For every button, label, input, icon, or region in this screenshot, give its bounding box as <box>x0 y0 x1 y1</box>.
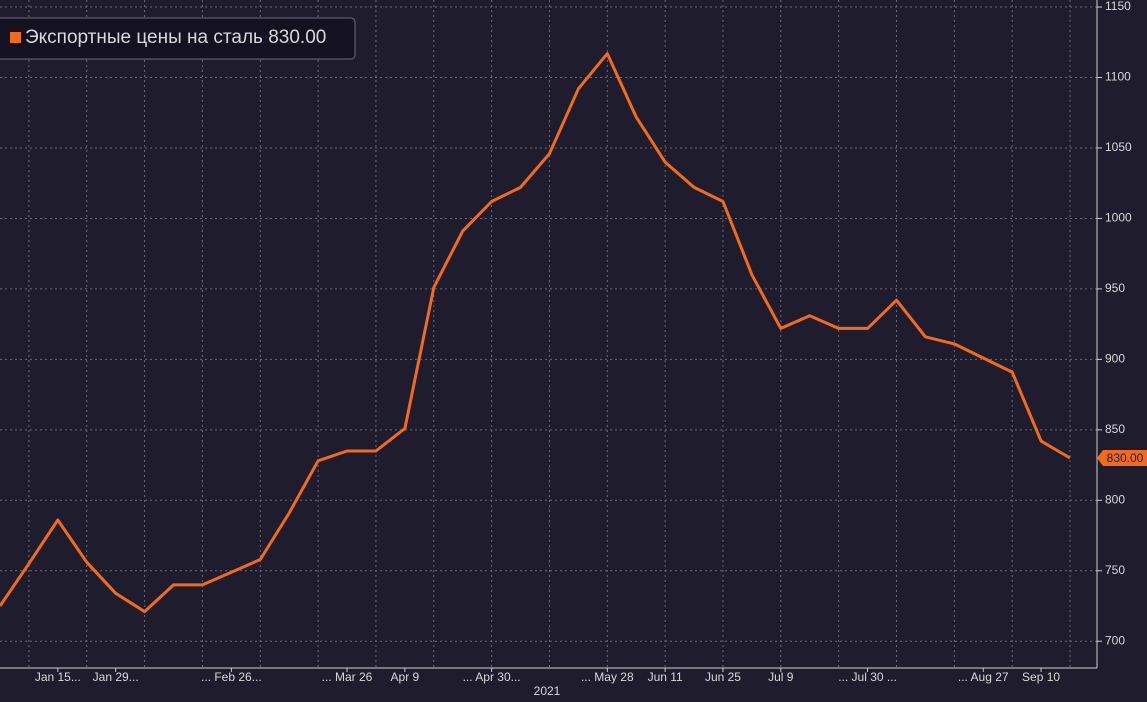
x-axis-label: 2021 <box>534 684 561 698</box>
x-tick-label: ... Feb 26... <box>201 670 262 684</box>
legend-value: 830.00 <box>268 27 326 48</box>
y-tick-label: 800 <box>1105 492 1125 506</box>
y-tick-label: 1000 <box>1105 211 1132 225</box>
legend-label: Экспортные цены на сталь 830.00 <box>25 27 326 48</box>
legend: Экспортные цены на сталь 830.00 <box>0 17 356 60</box>
x-tick-label: ... May 28 <box>581 670 634 684</box>
x-tick-label: ... Aug 27 <box>958 670 1009 684</box>
last-value-tag <box>1097 450 1147 467</box>
x-tick-label: Jan 15... <box>35 670 81 684</box>
y-tick-label: 1100 <box>1105 70 1131 84</box>
y-tick-label: 700 <box>1105 633 1125 647</box>
x-tick-label: Apr 9 <box>391 670 420 684</box>
y-tick-label: 1050 <box>1105 140 1132 154</box>
last-value-label: 830.00 <box>1107 451 1144 465</box>
data-line <box>0 52 1071 614</box>
x-tick-label: ... Apr 30... <box>463 670 521 684</box>
legend-swatch <box>10 32 21 43</box>
x-tick-label: Jun 25 <box>705 670 741 684</box>
x-tick-label: ... Mar 26 <box>322 670 373 684</box>
legend-box <box>0 17 356 60</box>
y-tick-label: 1150 <box>1105 0 1131 13</box>
legend-name: Экспортные цены на сталь <box>25 27 263 48</box>
x-tick-label: Jul 9 <box>768 670 794 684</box>
y-tick-label: 750 <box>1105 563 1125 577</box>
y-tick-label: 850 <box>1105 422 1125 436</box>
grid <box>0 0 1097 668</box>
x-tick-label: Sep 10 <box>1022 670 1060 684</box>
y-tick-label: 900 <box>1105 352 1125 366</box>
x-tick-label: Jun 11 <box>648 670 683 684</box>
x-tick-label: Jan 29... <box>93 670 139 684</box>
x-tick-label: ... Jul 30 ... <box>838 670 897 684</box>
y-tick-label: 950 <box>1105 281 1125 295</box>
